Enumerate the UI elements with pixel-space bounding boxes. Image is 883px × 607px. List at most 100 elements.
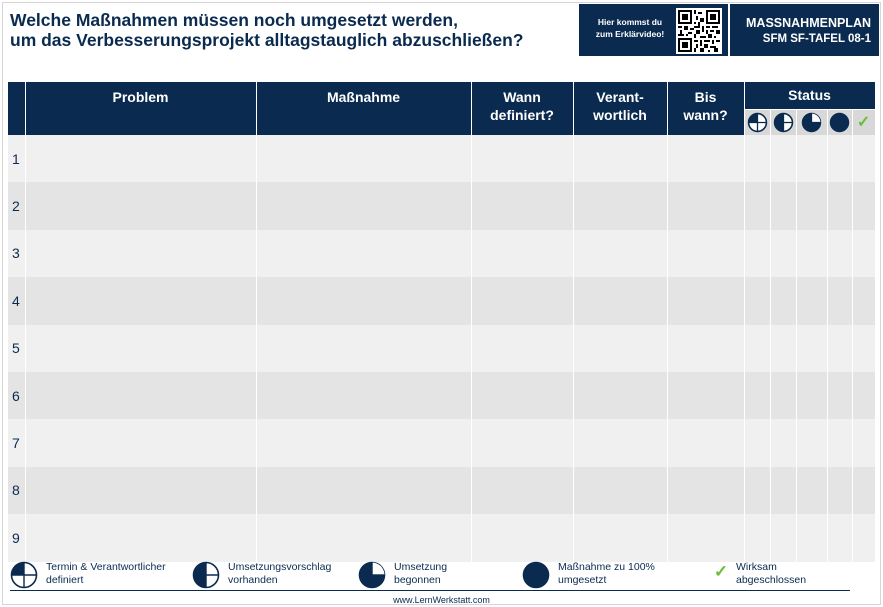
verantwortlich-cell[interactable] (573, 419, 668, 467)
status-half-cell[interactable] (770, 229, 797, 278)
status-three-quarter-cell[interactable] (796, 229, 828, 278)
bis-wann-cell[interactable] (667, 182, 745, 230)
problem-cell[interactable] (25, 466, 257, 515)
status-half-cell[interactable] (770, 466, 797, 515)
status-half-cell[interactable] (770, 135, 797, 183)
problem-cell[interactable] (25, 514, 257, 562)
bis-wann-cell[interactable] (667, 277, 745, 325)
status-full-cell[interactable] (827, 514, 853, 562)
massnahme-cell[interactable] (256, 371, 472, 420)
status-quarter-cell[interactable] (744, 229, 771, 278)
status-half-cell[interactable] (770, 324, 797, 372)
problem-cell[interactable] (25, 419, 257, 467)
bis-wann-cell[interactable] (667, 466, 745, 515)
footer-url[interactable]: www.LernWerkstatt.com (393, 595, 490, 605)
verantwortlich-cell[interactable] (573, 514, 668, 562)
massnahme-cell[interactable] (256, 419, 472, 467)
status-check-cell[interactable] (852, 371, 876, 420)
problem-cell[interactable] (25, 229, 257, 278)
column-header-problem: Problem (25, 82, 257, 135)
status-full-cell[interactable] (827, 229, 853, 278)
status-three-quarter-cell[interactable] (796, 277, 828, 325)
status-full-cell[interactable] (827, 371, 853, 420)
status-half-cell[interactable] (770, 514, 797, 562)
verantwortlich-cell[interactable] (573, 466, 668, 515)
status-check-cell[interactable] (852, 229, 876, 278)
bis-wann-cell[interactable] (667, 514, 745, 562)
status-quarter-header (744, 109, 771, 135)
status-full-cell[interactable] (827, 135, 853, 183)
bis-wann-cell[interactable] (667, 371, 745, 420)
status-three-quarter-cell[interactable] (796, 182, 828, 230)
status-quarter-cell[interactable] (744, 466, 771, 515)
problem-cell[interactable] (25, 371, 257, 420)
table-row: 5 (8, 324, 876, 372)
massnahme-cell[interactable] (256, 514, 472, 562)
status-quarter-cell[interactable] (744, 324, 771, 372)
wann-cell[interactable] (471, 419, 574, 467)
verantwortlich-cell[interactable] (573, 324, 668, 372)
status-check-cell[interactable] (852, 182, 876, 230)
status-full-cell[interactable] (827, 182, 853, 230)
status-half-cell[interactable] (770, 182, 797, 230)
plan-code: SFM SF-TAFEL 08-1 (762, 33, 871, 45)
status-quarter-cell[interactable] (744, 182, 771, 230)
status-quarter-cell[interactable] (744, 419, 771, 467)
quarter-circle-icon (747, 112, 767, 132)
status-quarter-cell[interactable] (744, 514, 771, 562)
verantwortlich-cell[interactable] (573, 229, 668, 278)
status-full-cell[interactable] (827, 466, 853, 515)
status-quarter-cell[interactable] (744, 277, 771, 325)
status-half-cell[interactable] (770, 419, 797, 467)
status-check-cell[interactable] (852, 135, 876, 183)
status-quarter-cell[interactable] (744, 371, 771, 420)
status-three-quarter-cell[interactable] (796, 514, 828, 562)
status-quarter-cell[interactable] (744, 135, 771, 183)
status-check-cell[interactable] (852, 514, 876, 562)
plan-title: MASSNAHMENPLAN (746, 16, 871, 30)
status-check-cell[interactable] (852, 277, 876, 325)
massnahme-cell[interactable] (256, 182, 472, 230)
problem-cell[interactable] (25, 135, 257, 183)
status-full-cell[interactable] (827, 277, 853, 325)
status-half-cell[interactable] (770, 277, 797, 325)
status-three-quarter-cell[interactable] (796, 324, 828, 372)
qr-caption-line-1: Hier kommst du (597, 17, 663, 27)
bis-wann-cell[interactable] (667, 229, 745, 278)
wann-cell[interactable] (471, 182, 574, 230)
qr-code-icon[interactable] (676, 8, 722, 54)
massnahme-cell[interactable] (256, 277, 472, 325)
status-check-cell[interactable] (852, 324, 876, 372)
status-three-quarter-cell[interactable] (796, 135, 828, 183)
status-check-cell[interactable] (852, 419, 876, 467)
status-half-cell[interactable] (770, 371, 797, 420)
massnahme-cell[interactable] (256, 324, 472, 372)
status-check-cell[interactable] (852, 466, 876, 515)
wann-cell[interactable] (471, 324, 574, 372)
bis-wann-cell[interactable] (667, 324, 745, 372)
bis-wann-cell[interactable] (667, 135, 745, 183)
problem-cell[interactable] (25, 277, 257, 325)
wann-cell[interactable] (471, 514, 574, 562)
bis-wann-cell[interactable] (667, 419, 745, 467)
status-three-quarter-cell[interactable] (796, 419, 828, 467)
verantwortlich-cell[interactable] (573, 182, 668, 230)
status-three-quarter-cell[interactable] (796, 371, 828, 420)
status-three-quarter-cell[interactable] (796, 466, 828, 515)
problem-cell[interactable] (25, 182, 257, 230)
massnahme-cell[interactable] (256, 466, 472, 515)
verantwortlich-cell[interactable] (573, 277, 668, 325)
massnahme-cell[interactable] (256, 229, 472, 278)
verantwortlich-cell[interactable] (573, 371, 668, 420)
status-full-cell[interactable] (827, 324, 853, 372)
wann-cell[interactable] (471, 466, 574, 515)
status-full-cell[interactable] (827, 419, 853, 467)
wann-cell[interactable] (471, 135, 574, 183)
wann-cell[interactable] (471, 229, 574, 278)
problem-cell[interactable] (25, 324, 257, 372)
explainer-video-box[interactable]: Hier kommst du zum Erklärvideo! (579, 4, 728, 56)
wann-cell[interactable] (471, 277, 574, 325)
verantwortlich-cell[interactable] (573, 135, 668, 183)
wann-cell[interactable] (471, 371, 574, 420)
massnahme-cell[interactable] (256, 135, 472, 183)
